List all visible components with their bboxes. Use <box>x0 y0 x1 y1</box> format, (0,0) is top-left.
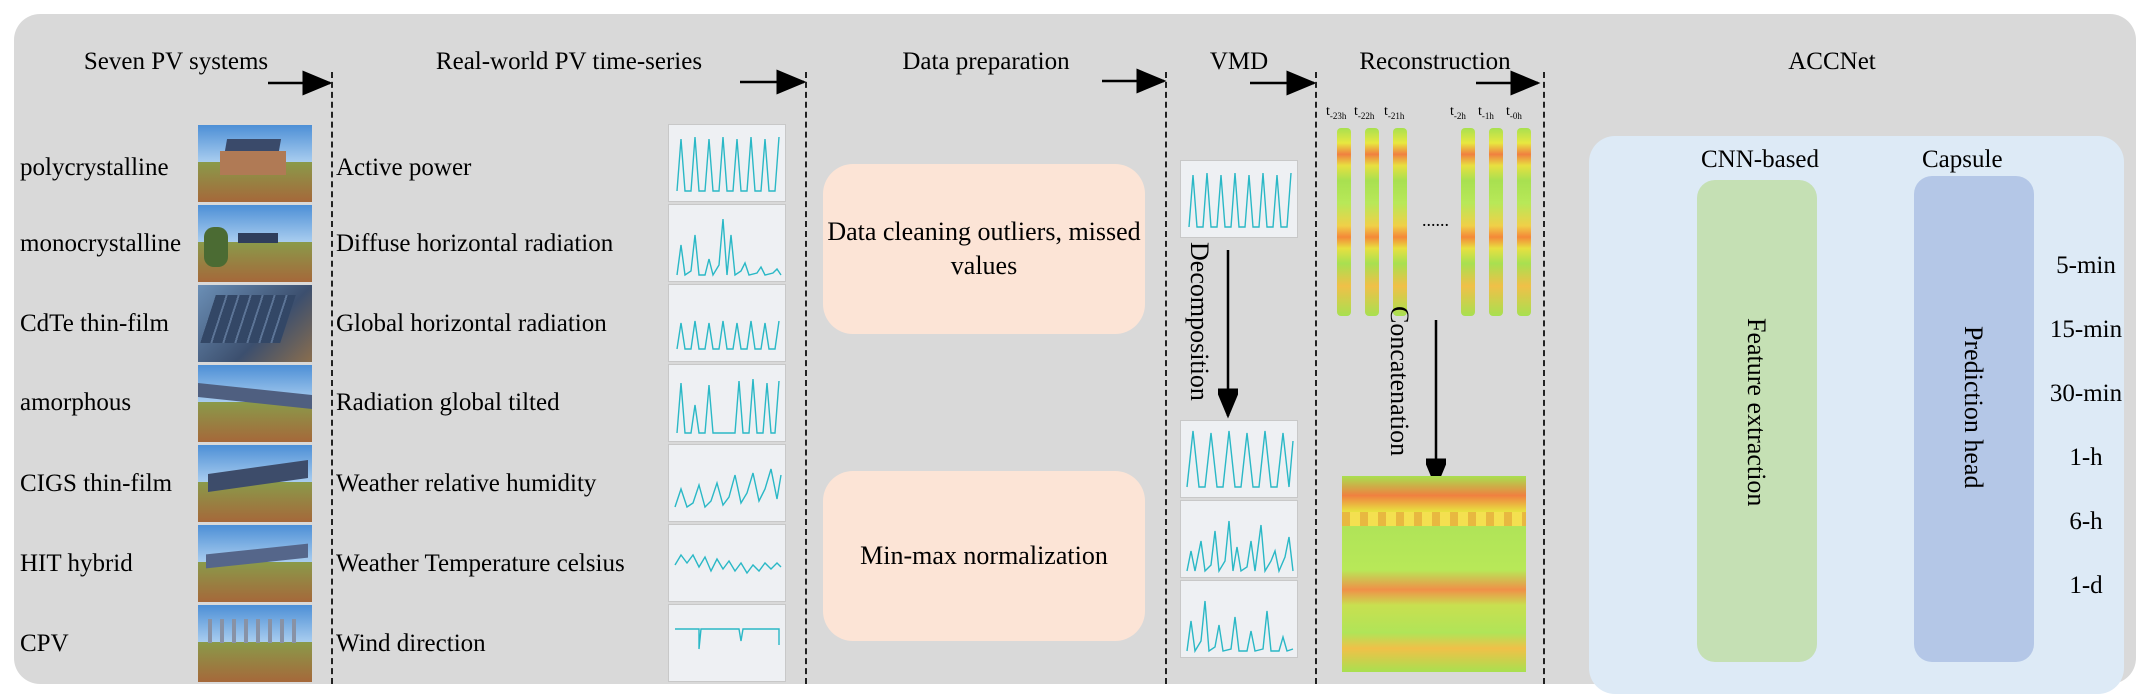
time-series-label: Diffuse horizontal radiation <box>336 230 614 257</box>
horizon-label: 30-min <box>2049 380 2123 407</box>
feature-extraction-label: Feature extraction <box>1742 318 1771 507</box>
time-step-label: t-0h <box>1506 104 1522 121</box>
capsule-title: Capsule <box>1922 146 2003 173</box>
pv-system-photo <box>198 205 312 282</box>
header-reconstruction: Reconstruction <box>1359 48 1511 75</box>
concatenation-label: Concatenation <box>1385 306 1414 457</box>
pv-system-photo <box>198 525 312 602</box>
separator-2 <box>805 72 807 684</box>
time-series-thumbnail <box>668 524 786 602</box>
vmd-mode-thumbnail <box>1180 500 1298 578</box>
pv-system-label: amorphous <box>20 389 132 416</box>
pv-system-photo <box>198 605 312 682</box>
cnn-feature-extraction-block: Feature extraction <box>1697 180 1817 662</box>
time-series-thumbnail <box>668 364 786 442</box>
time-step-label: t-1h <box>1478 104 1494 121</box>
time-series-thumbnail <box>668 604 786 682</box>
pv-system-label: monocrystalline <box>20 230 182 257</box>
time-series-label: Radiation global tilted <box>336 389 560 416</box>
time-step-strip <box>1365 128 1379 316</box>
pv-system-label: CdTe thin-film <box>20 310 169 337</box>
header-accnet: ACCNet <box>1788 48 1876 75</box>
diagram-panel: Seven PV systems Real-world PV time-seri… <box>14 14 2136 694</box>
vmd-input-thumbnail <box>1180 160 1298 238</box>
horizon-label: 15-min <box>2049 316 2123 343</box>
header-data-preparation: Data preparation <box>902 48 1070 75</box>
accnet-box: CNN-based Capsule Feature extraction Pre… <box>1589 136 2124 694</box>
vmd-mode-thumbnail <box>1180 420 1298 498</box>
time-series-thumbnail <box>668 204 786 282</box>
capsule-prediction-block: Prediction head <box>1914 176 2034 662</box>
separator-3 <box>1165 72 1167 684</box>
pv-system-photo <box>198 285 312 362</box>
time-series-label: Global horizontal radiation <box>336 310 607 337</box>
time-step-label: t-21h <box>1384 104 1405 121</box>
time-series-label: Weather Temperature celsius <box>336 550 625 577</box>
time-series-label: Active power <box>336 154 472 181</box>
time-step-label: t-22h <box>1354 104 1375 121</box>
horizon-label: 1-d <box>2069 572 2103 599</box>
time-series-label: Wind direction <box>336 630 486 657</box>
horizon-label: 6-h <box>2069 508 2103 535</box>
time-series-label: Weather relative humidity <box>336 470 597 497</box>
time-series-thumbnail <box>668 444 786 522</box>
separator-5 <box>1543 72 1545 684</box>
time-step-ellipsis: ...... <box>1422 210 1449 230</box>
pv-system-photo <box>198 445 312 522</box>
pv-system-label: CIGS thin-film <box>20 470 173 497</box>
time-step-strip <box>1489 128 1503 316</box>
time-series-thumbnail <box>668 284 786 362</box>
vmd-mode-thumbnail <box>1180 580 1298 658</box>
decomposition-arrow <box>1218 250 1238 419</box>
pv-system-photo <box>198 125 312 202</box>
normalization-box: Min-max normalization <box>823 471 1145 641</box>
time-step-strip <box>1461 128 1475 316</box>
pv-system-label: CPV <box>20 630 69 657</box>
header-arrows <box>268 68 1541 96</box>
pv-system-label: HIT hybrid <box>20 550 133 577</box>
time-step-strip <box>1517 128 1531 316</box>
time-step-label: t-23h <box>1326 104 1347 121</box>
time-series-thumbnail <box>668 124 786 202</box>
separator-1 <box>331 72 333 684</box>
concatenation-arrow <box>1426 320 1446 489</box>
prediction-head-label: Prediction head <box>1959 326 1988 489</box>
separator-4 <box>1315 72 1317 684</box>
horizon-label: 5-min <box>2056 252 2116 279</box>
data-cleaning-box: Data cleaning outliers, missed values <box>823 164 1145 334</box>
concatenated-feature-map <box>1342 476 1526 672</box>
header-seven-pv-systems: Seven PV systems <box>83 48 269 75</box>
time-step-label: t-2h <box>1450 104 1466 121</box>
header-vmd: VMD <box>1209 48 1269 75</box>
time-step-strip <box>1393 128 1407 316</box>
pv-system-label: polycrystalline <box>20 154 169 181</box>
horizon-label: 1-h <box>2069 444 2103 471</box>
pv-system-photo <box>198 365 312 442</box>
header-real-world-time-series: Real-world PV time-series <box>435 48 703 75</box>
time-step-strip <box>1337 128 1351 316</box>
decomposition-label: Decomposition <box>1185 242 1214 401</box>
cnn-title: CNN-based <box>1701 146 1820 173</box>
